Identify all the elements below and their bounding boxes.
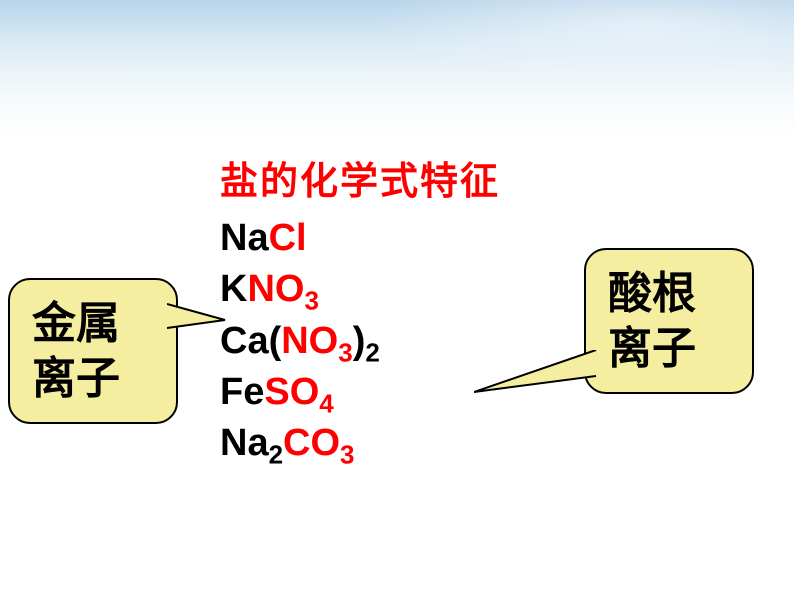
anion-text: Cl xyxy=(269,217,307,259)
cation-text: Fe xyxy=(220,371,264,413)
cation-text: Na2 xyxy=(220,422,283,464)
anion-text: NO3 xyxy=(281,320,352,362)
formula-row: KNO3 xyxy=(220,264,500,315)
right-callout: 酸根 离子 xyxy=(584,248,754,394)
close-paren: ) xyxy=(353,320,366,362)
callout-line: 金属 xyxy=(32,296,154,351)
header-gradient xyxy=(0,0,794,140)
paren-sub: 2 xyxy=(365,337,379,367)
callout-line: 离子 xyxy=(32,351,154,406)
callout-line: 酸根 xyxy=(608,266,730,321)
formula-row: Na2CO3 xyxy=(220,418,500,469)
left-callout-tail xyxy=(167,290,237,350)
formula-row: Ca(NO3)2 xyxy=(220,316,500,367)
left-callout: 金属 离子 xyxy=(8,278,178,424)
anion-text: SO4 xyxy=(264,371,333,413)
main-content: 盐的化学式特征 NaCl KNO3 Ca(NO3)2 FeSO4 Na2CO3 xyxy=(220,150,500,469)
slide-title: 盐的化学式特征 xyxy=(220,150,500,205)
callout-line: 离子 xyxy=(608,321,730,376)
formula-row: FeSO4 xyxy=(220,367,500,418)
right-callout-tail xyxy=(474,350,604,410)
open-paren: ( xyxy=(269,320,282,362)
anion-text: CO3 xyxy=(283,422,354,464)
cation-text: Na xyxy=(220,217,269,259)
formula-row: NaCl xyxy=(220,213,500,264)
anion-text: NO3 xyxy=(247,268,318,310)
